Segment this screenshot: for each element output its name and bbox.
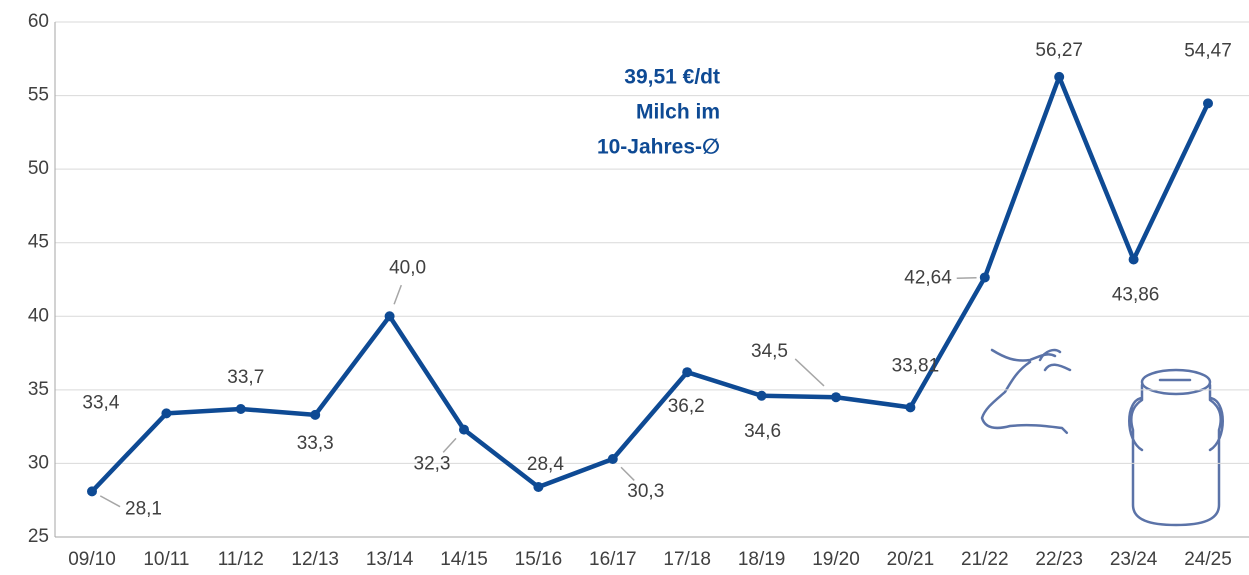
y-tick-label: 30 [28,452,49,473]
data-label: 32,3 [414,454,451,475]
y-tick-label: 60 [28,11,49,32]
point [235,403,246,414]
data-label: 43,86 [1112,285,1160,306]
x-tick-label: 14/15 [440,549,488,570]
x-tick-label: 23/24 [1110,549,1158,570]
annotation: 39,51 €/dt [624,66,720,89]
data-label: 40,0 [389,257,426,278]
y-tick-label: 25 [28,526,49,547]
y-tick-label: 40 [28,305,49,326]
x-tick-label: 11/12 [218,549,264,570]
data-label: 28,4 [527,454,564,475]
x-tick-label: 21/22 [961,549,1009,570]
x-tick-label: 10/11 [143,549,189,570]
data-label: 34,6 [744,421,781,442]
data-label: 36,2 [668,396,705,417]
point [979,272,990,283]
point [310,409,321,420]
point [905,402,916,413]
point [533,481,544,492]
point [1128,254,1139,265]
point [161,408,172,419]
data-label: 33,7 [227,367,264,388]
y-tick-label: 35 [28,379,49,400]
leader-line [620,466,635,481]
y-tick-label: 50 [28,158,49,179]
leader-line [393,284,403,305]
point [384,311,395,322]
data-label: 54,47 [1184,40,1232,61]
x-tick-label: 15/16 [515,549,563,570]
point [607,454,618,465]
x-tick-label: 20/21 [887,549,935,570]
point [1054,71,1065,82]
point [756,390,767,401]
x-tick-label: 17/18 [663,549,711,570]
line [90,74,1211,493]
data-label: 33,3 [297,433,334,454]
leader-line [956,276,977,280]
x-tick-label: 22/23 [1035,549,1083,570]
data-label: 33,4 [82,392,119,413]
x-tick-label: 19/20 [812,549,860,570]
data-label: 56,27 [1035,40,1083,61]
cow-icon [980,348,1072,435]
point [459,424,469,435]
annotation: Milch im [636,101,720,124]
x-tick-label: 13/14 [366,549,414,570]
point [1203,98,1213,109]
leader-line [442,437,457,453]
leader-line [794,358,825,387]
data-label: 33,81 [892,355,940,376]
y-tick-label: 45 [28,232,49,253]
point [87,486,97,497]
point [831,392,841,403]
data-label: 42,64 [904,267,952,288]
y-tick-label: 55 [28,85,49,106]
leader-line [99,495,121,508]
x-tick-label: 12/13 [291,549,339,570]
data-label: 28,1 [125,498,162,519]
x-tick-label: 09/10 [68,549,116,570]
data-label: 30,3 [627,481,664,502]
data-label: 34,5 [751,341,788,362]
x-tick-label: 18/19 [738,549,786,570]
point [682,367,693,378]
x-tick-label: 16/17 [589,549,637,570]
annotation: 10-Jahres-∅ [597,136,720,159]
x-tick-label: 24/25 [1184,549,1232,570]
milk-can-icon [1128,368,1224,527]
